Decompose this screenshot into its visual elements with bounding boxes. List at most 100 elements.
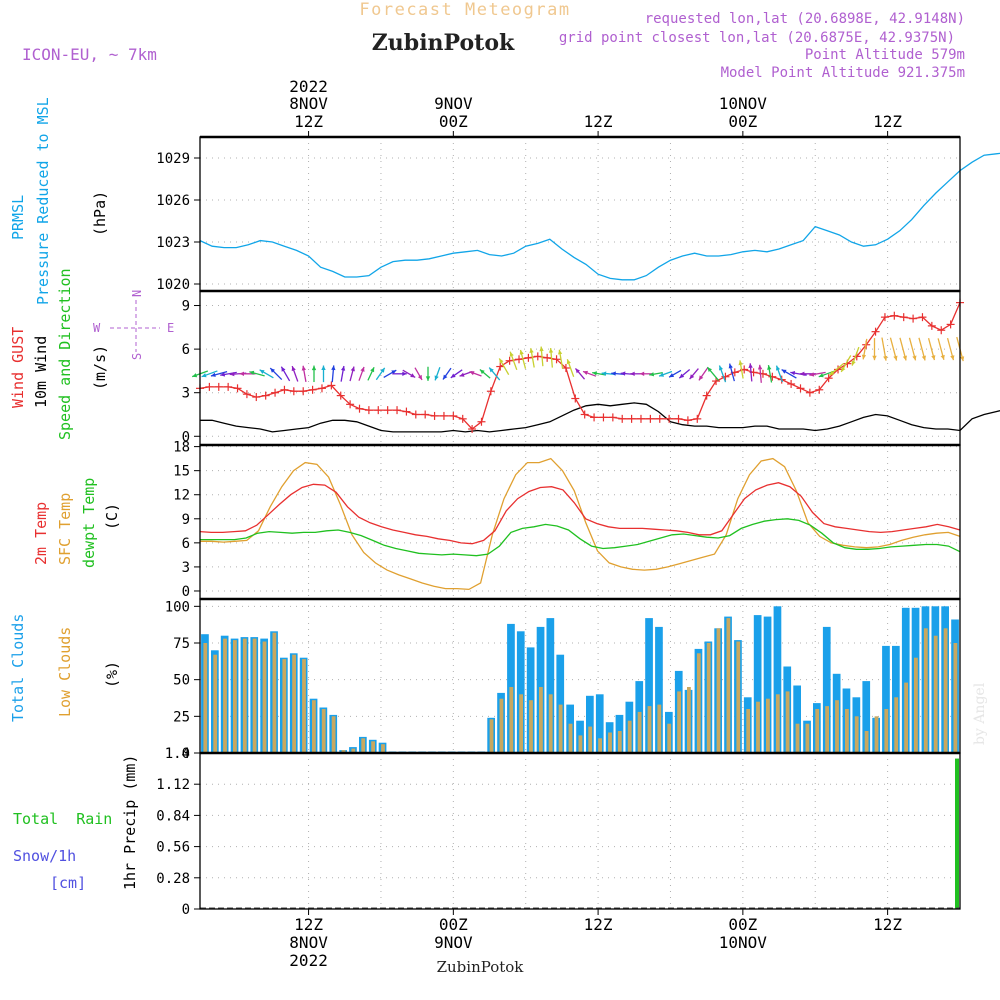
wind-gust-point	[299, 387, 308, 396]
wind-gust-point	[515, 355, 524, 364]
gust-label: Wind GUST	[9, 327, 27, 408]
low-clouds-bar	[617, 731, 622, 753]
wind-arrow-head	[781, 369, 787, 374]
wind-arrow-head	[902, 355, 907, 361]
wind-gust-point	[580, 410, 589, 419]
footer-location: ZubinPotok	[437, 958, 525, 976]
wind-arrow	[689, 368, 699, 380]
wind-gust-point	[214, 382, 223, 391]
total-clouds-bar	[763, 616, 772, 753]
low-clouds-bar	[815, 709, 820, 753]
top-axis-year: 2022	[289, 77, 328, 96]
wind-direction-label: Speed and Direction	[56, 268, 74, 440]
compass-east: E	[167, 321, 174, 335]
wind-gust-point	[411, 410, 420, 419]
low-clouds-bar	[292, 654, 296, 753]
low-clouds-bar	[371, 741, 375, 753]
point-altitude: Point Altitude 579m	[805, 47, 965, 63]
bottom-axis-date: 10NOV	[719, 933, 768, 952]
y-tick-label: 1023	[156, 235, 190, 251]
pressure-panel: 1020 1023 1026 1029	[156, 135, 1000, 293]
total-clouds-bar	[546, 618, 555, 753]
wind-arrow	[479, 369, 491, 379]
wind-arrow	[201, 370, 218, 378]
low-clouds-bar	[262, 641, 267, 753]
compass-north: N	[130, 290, 144, 297]
total-clouds-bar	[753, 615, 762, 753]
wind-arrow	[767, 364, 773, 383]
wind-arrow-head	[259, 369, 265, 374]
low-clouds-bar	[252, 638, 257, 753]
y-tick-label: 9	[182, 299, 190, 315]
wind-arrow	[668, 369, 682, 378]
wind-arrow-head	[912, 355, 917, 361]
wind-gust-point	[533, 352, 542, 361]
wind-arrow-head	[450, 373, 456, 378]
bottom-axis-year: 2022	[289, 951, 328, 970]
wind-gust-point	[543, 353, 552, 362]
wind-arrow	[358, 366, 365, 381]
wind-gust-point	[880, 313, 889, 322]
wind-gust-point	[317, 384, 326, 393]
wind-arrow-head	[767, 365, 772, 370]
wind-arrow	[706, 366, 720, 381]
wind-arrow	[872, 338, 877, 361]
wind-arrow	[340, 365, 346, 382]
requested-coords: requested lon,lat (20.6898E, 42.9148N)	[645, 11, 965, 27]
wind-gust-point	[393, 406, 402, 415]
y-tick-label: 100	[165, 599, 190, 615]
wind-arrow	[658, 370, 673, 377]
low-clouds-bar	[914, 657, 918, 753]
y-tick-label: 6	[182, 342, 190, 358]
wind-arrow	[425, 366, 431, 381]
wind-arrow	[881, 337, 888, 361]
wind-arrow	[582, 370, 597, 377]
low-clouds-bar	[706, 643, 711, 753]
temp-unit: (C)	[103, 503, 121, 530]
wind-gust-point	[590, 413, 599, 422]
wind-arrow-head	[829, 370, 835, 376]
wind-gust-point	[449, 411, 458, 420]
wind-gust-point	[693, 414, 702, 423]
wind-gust-point	[430, 411, 439, 420]
precip-panel: 0 0.28 0.56 0.84 1.12 1.4	[156, 746, 961, 918]
wind-arrow-head	[601, 371, 607, 376]
wind-gust-point	[355, 404, 364, 413]
wind-gust-point	[899, 313, 908, 322]
wind-gust-point	[571, 394, 580, 403]
low-clouds-bar	[499, 698, 504, 753]
top-axis-date: 8NOV	[289, 94, 328, 113]
total-clouds-bar	[645, 618, 653, 753]
wind-arrow-head	[719, 365, 723, 371]
low-clouds-bar	[627, 720, 632, 753]
wind-arrow-head	[301, 365, 306, 371]
wind-gust-point	[468, 425, 477, 434]
wind-arrow	[311, 365, 317, 383]
wind-arrow-head	[220, 372, 226, 377]
low-clouds-bar	[795, 723, 800, 753]
wind-arrow	[946, 337, 955, 361]
pressure-label-1: PRMSL	[9, 195, 27, 240]
model-altitude: Model Point Altitude 921.375m	[721, 65, 965, 81]
low-clouds-bar	[489, 719, 494, 753]
wind-arrow-head	[748, 363, 753, 368]
total-clouds-bar	[773, 606, 782, 753]
panel-frame	[199, 136, 961, 292]
low-clouds-bar	[687, 687, 691, 753]
low-clouds-bar	[331, 716, 336, 753]
low-clouds-bar	[933, 635, 938, 753]
wind-arrow-head	[425, 376, 431, 381]
low-clouds-bar	[647, 706, 652, 753]
total-clouds-label: Total Clouds	[9, 614, 27, 722]
wind-arrow-head	[931, 355, 936, 360]
wind-arrow	[775, 365, 784, 383]
wind-arrow	[649, 371, 663, 377]
closest-coords: grid point closest lon,lat (20.6875E, 42…	[559, 30, 955, 46]
low-clouds-bar	[302, 659, 306, 753]
wind-arrow-head	[940, 354, 945, 360]
low-clouds-bar	[884, 709, 889, 753]
low-clouds-bar	[598, 738, 602, 753]
low-clouds-bar	[756, 701, 760, 753]
low-clouds-bar	[233, 640, 237, 753]
